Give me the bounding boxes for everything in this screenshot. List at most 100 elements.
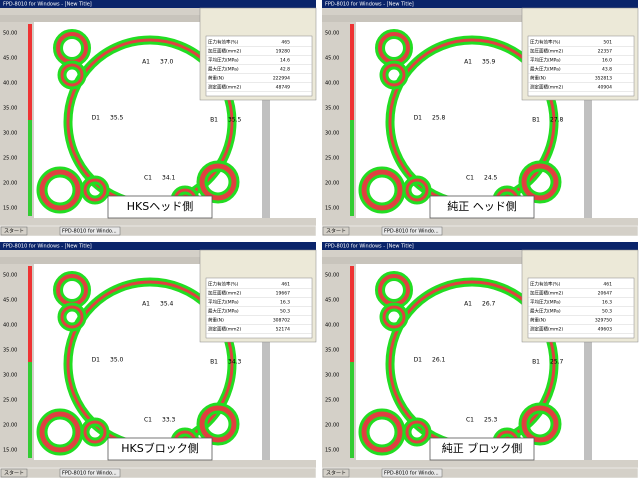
table-label: 圧力有効率(%) xyxy=(208,39,239,46)
start-button[interactable] xyxy=(0,468,28,478)
menu-bar xyxy=(0,250,316,257)
table-value: 352813 xyxy=(595,76,612,82)
caption: 純正 ヘッド側 xyxy=(447,200,517,213)
caption: 純正 ブロック側 xyxy=(442,441,523,455)
measure-label: A1 xyxy=(464,59,472,66)
scrollbar xyxy=(262,22,270,218)
task-button[interactable] xyxy=(59,226,121,236)
measure-label: C1 xyxy=(144,175,152,182)
scrollbar xyxy=(584,264,592,460)
table-label: 最大圧力(MPa) xyxy=(208,66,239,73)
table-label: 荷重(N) xyxy=(208,75,224,82)
pressure-ring xyxy=(60,63,84,87)
menu-bar xyxy=(0,8,316,15)
task-button[interactable] xyxy=(381,226,443,236)
measure-label: B1 xyxy=(532,117,540,124)
y-axis-label: 15.00 xyxy=(3,448,17,454)
taskbar xyxy=(0,225,317,237)
table-value: 42.8 xyxy=(280,67,290,73)
table-label: 平均圧力(MPa) xyxy=(530,57,561,64)
table-value: 501 xyxy=(603,40,612,46)
table-value: 20647 xyxy=(598,291,612,297)
table-label: 測定面積(mm2) xyxy=(208,84,241,91)
y-axis-label: 35.00 xyxy=(325,348,339,354)
task-label: FPD-8010 for Windo... xyxy=(62,471,117,477)
table-value: 49603 xyxy=(598,327,612,333)
title-text: FPD-8010 for Windows - [New Title] xyxy=(325,2,414,8)
measure-value: 33.3 xyxy=(162,417,176,424)
y-axis-label: 15.00 xyxy=(325,448,339,454)
task-button[interactable] xyxy=(59,468,121,478)
table-value: 40904 xyxy=(598,85,612,91)
table-label: 圧力有効率(%) xyxy=(208,281,239,288)
table-value: 43.8 xyxy=(602,67,612,73)
pressure-ring xyxy=(361,169,403,211)
y-axis-label: 25.00 xyxy=(3,156,17,162)
measure-value: 35.4 xyxy=(160,301,174,308)
y-axis-label: 15.00 xyxy=(3,206,17,212)
title-text: FPD-8010 for Windows - [New Title] xyxy=(3,2,92,8)
table-value: 52174 xyxy=(276,327,290,333)
toolbar xyxy=(322,15,638,22)
taskbar xyxy=(0,467,317,479)
table-label: 最大圧力(MPa) xyxy=(208,308,239,315)
scrollbar xyxy=(262,264,270,460)
pressure-ring xyxy=(39,411,81,453)
dialog-table xyxy=(205,277,313,339)
caption-box xyxy=(429,195,535,219)
measure-label: D1 xyxy=(414,357,423,364)
toolbar xyxy=(0,15,316,22)
menu-bar xyxy=(322,250,638,257)
y-axis-label: 30.00 xyxy=(325,373,339,379)
toolbar xyxy=(0,257,316,264)
title-bar xyxy=(322,0,638,8)
task-label: FPD-8010 for Windo... xyxy=(384,471,439,477)
title-text: FPD-8010 for Windows - [New Title] xyxy=(3,244,92,250)
table-label: 加圧面積(mm2) xyxy=(530,48,563,55)
app-window: FPD-8010 for Windows - [New Title] 50.00 4… xyxy=(0,0,317,237)
y-axis-label: 45.00 xyxy=(3,56,17,62)
table-label: 加圧面積(mm2) xyxy=(208,48,241,55)
table-label: 測定面積(mm2) xyxy=(208,326,241,333)
pressure-ring xyxy=(83,420,107,444)
y-axis-label: 25.00 xyxy=(325,156,339,162)
y-axis-label: 40.00 xyxy=(3,323,17,329)
measure-value: 35.5 xyxy=(110,115,124,122)
measure-value: 25.3 xyxy=(484,417,498,424)
table-label: 最大圧力(MPa) xyxy=(530,308,561,315)
start-button[interactable] xyxy=(322,226,350,236)
task-label: FPD-8010 for Windo... xyxy=(62,229,117,235)
y-axis-label: 20.00 xyxy=(3,423,17,429)
table-value: 14.6 xyxy=(280,58,290,64)
measure-label: A1 xyxy=(464,301,472,308)
table-value: 16.3 xyxy=(280,300,290,306)
measure-label: D1 xyxy=(414,115,423,122)
measure-value: 25.7 xyxy=(550,359,564,366)
caption-box xyxy=(107,437,213,461)
y-axis-label: 35.00 xyxy=(3,348,17,354)
table-value: 22357 xyxy=(598,49,612,55)
side-area xyxy=(270,342,316,460)
task-button[interactable] xyxy=(381,468,443,478)
y-axis-label: 40.00 xyxy=(3,81,17,87)
caption: HKSブロック側 xyxy=(121,441,198,455)
y-axis-label: 50.00 xyxy=(3,273,17,279)
measure-value: 37.0 xyxy=(160,59,174,66)
table-label: 荷重(N) xyxy=(208,317,224,324)
measure-label: D1 xyxy=(92,357,101,364)
dialog-table xyxy=(527,277,635,339)
app-window: FPD-8010 for Windows - [New Title] 50.00 4… xyxy=(321,0,639,237)
measure-value: 24.5 xyxy=(484,175,498,182)
measure-label: A1 xyxy=(142,59,150,66)
start-button[interactable] xyxy=(0,226,28,236)
start-button[interactable] xyxy=(322,468,350,478)
table-value: 308702 xyxy=(273,318,290,324)
title-bar xyxy=(0,242,316,250)
dialog-table xyxy=(205,35,313,97)
pressure-ring xyxy=(199,163,237,201)
title-text: FPD-8010 for Windows - [New Title] xyxy=(325,244,414,250)
y-axis-label: 35.00 xyxy=(3,106,17,112)
pressure-ring xyxy=(405,420,429,444)
